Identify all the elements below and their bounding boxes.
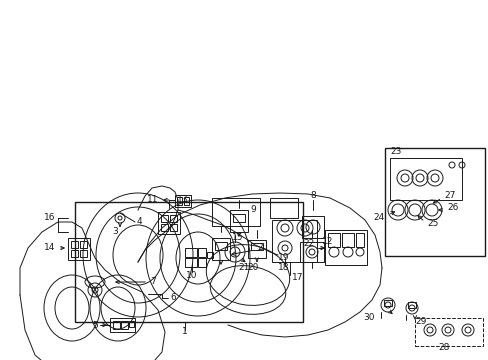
Text: 3: 3	[112, 228, 118, 237]
Text: 20: 20	[246, 264, 258, 273]
Text: 4: 4	[137, 217, 142, 226]
Bar	[113, 321, 120, 329]
Text: 10: 10	[186, 270, 197, 279]
Bar	[302, 216, 324, 238]
Text: 13: 13	[177, 195, 188, 204]
Bar	[75, 202, 303, 322]
Bar	[175, 195, 191, 207]
Bar	[407, 302, 415, 308]
Bar	[271, 220, 316, 262]
Text: 29: 29	[414, 318, 426, 327]
Bar	[383, 300, 391, 306]
Text: 27: 27	[443, 192, 454, 201]
Text: 24: 24	[373, 213, 384, 222]
Bar	[215, 242, 226, 250]
Text: 21: 21	[238, 264, 249, 273]
Bar	[71, 241, 78, 248]
Bar	[170, 215, 177, 222]
Text: 11: 11	[146, 195, 158, 204]
Text: 7: 7	[150, 278, 156, 287]
Text: 22: 22	[303, 239, 314, 248]
Text: 12: 12	[321, 238, 333, 247]
Bar	[206, 252, 213, 258]
Bar	[414, 318, 482, 346]
Text: 16: 16	[43, 213, 55, 222]
Bar	[269, 198, 297, 218]
Bar	[158, 212, 180, 234]
Bar	[161, 224, 168, 231]
Text: 9: 9	[249, 206, 255, 215]
Bar	[325, 230, 366, 265]
Bar	[161, 215, 168, 222]
Text: 30: 30	[363, 314, 374, 323]
Bar	[327, 233, 339, 247]
Text: 19: 19	[278, 253, 289, 262]
Text: 17: 17	[291, 274, 303, 283]
Bar	[68, 238, 90, 260]
Bar	[389, 158, 461, 200]
Bar	[80, 241, 87, 248]
Bar	[229, 210, 247, 232]
Text: 1: 1	[182, 328, 187, 337]
Bar	[198, 248, 205, 257]
Bar	[170, 224, 177, 231]
Bar	[250, 243, 263, 250]
Text: 5: 5	[92, 320, 98, 329]
Bar	[355, 233, 363, 247]
Bar	[184, 258, 197, 267]
Bar	[198, 258, 205, 267]
Text: 25: 25	[426, 220, 437, 229]
Text: 23: 23	[389, 148, 401, 157]
Bar	[384, 148, 484, 256]
Text: 6: 6	[170, 293, 175, 302]
Bar	[247, 240, 265, 258]
Bar	[184, 248, 197, 257]
Bar	[121, 321, 128, 329]
Bar	[212, 198, 260, 226]
Bar	[71, 250, 78, 257]
Text: 28: 28	[437, 343, 448, 352]
Text: 15: 15	[231, 234, 243, 243]
Bar	[177, 197, 182, 205]
Bar	[129, 321, 134, 327]
Bar	[232, 214, 244, 222]
Text: 8: 8	[309, 192, 315, 201]
Bar	[110, 318, 135, 332]
Bar	[183, 197, 189, 205]
Text: 2: 2	[257, 243, 262, 252]
Bar	[299, 242, 324, 262]
Bar	[80, 250, 87, 257]
Text: 14: 14	[43, 243, 55, 252]
Bar	[212, 238, 229, 260]
Text: 18: 18	[278, 264, 289, 273]
Text: 26: 26	[446, 203, 457, 212]
Bar	[341, 233, 353, 247]
